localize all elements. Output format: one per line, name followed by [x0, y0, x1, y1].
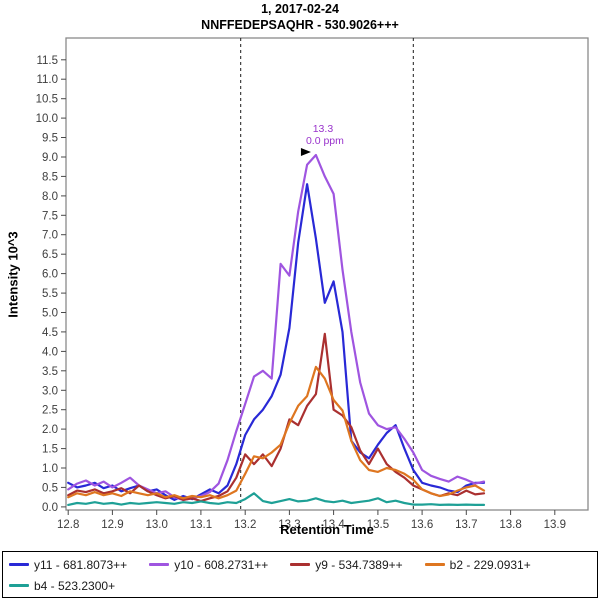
legend-label-b2: b2 - 229.0931+: [449, 557, 531, 572]
y-tick-label: 0.0: [42, 502, 58, 514]
y-axis-label: Intensity 10^3: [5, 231, 21, 318]
legend-line-sample-y11-icon: [9, 563, 29, 566]
y-tick-label: 6.5: [42, 249, 58, 261]
legend-label-y10: y10 - 608.2731++: [174, 557, 269, 572]
peak-rt-annotation: 13.3: [313, 123, 334, 135]
y-tick-label: 4.0: [42, 346, 58, 358]
y-tick-label: 5.5: [42, 288, 58, 300]
x-tick-label: 12.8: [57, 519, 79, 531]
legend-item-b2: b2 - 229.0931+: [424, 557, 531, 572]
y-tick-label: 9.5: [42, 133, 58, 145]
chromatogram-plot-area[interactable]: 12.8 12.9 13.0 13.1 13.2 13.3 13.4 13.5 13.6 13.7…: [0, 0, 600, 548]
y-tick-label: 10.0: [36, 113, 58, 125]
x-tick-label: 13.0: [146, 519, 168, 531]
y-tick-label: 4.5: [42, 327, 58, 339]
y-tick-label: 6.0: [42, 269, 58, 281]
y-tick-label: 3.0: [42, 385, 58, 397]
peak-pointer-icon: [300, 148, 311, 157]
legend-item-b4: b4 - 523.2300+: [9, 579, 115, 593]
plot-border: [65, 37, 589, 511]
legend-line-sample-y10-icon: [149, 563, 170, 566]
legend-item-y11: y11 - 681.8073++: [9, 558, 127, 572]
y-tick-label: 11.5: [36, 55, 58, 67]
x-axis-label: Retention Time: [280, 522, 374, 537]
y-tick-label: 7.0: [42, 230, 58, 242]
series-line: [67, 153, 486, 501]
y-tick-label: 5.0: [42, 308, 58, 320]
x-tick-label: 13.8: [499, 519, 521, 531]
y-tick-label: 7.5: [42, 210, 58, 222]
x-tick-label: 13.6: [411, 519, 433, 531]
y-tick-label: 8.5: [42, 171, 58, 183]
y-tick-label: 1.0: [42, 463, 58, 475]
y-tick-label: 2.5: [42, 405, 58, 417]
series-line: [67, 365, 486, 500]
x-tick-label: 13.5: [367, 519, 389, 531]
legend-row-1: y11 - 681.8073++ y10 - 608.2731++ y9 - 5…: [9, 554, 591, 575]
y-tick-label: 3.5: [42, 366, 58, 378]
series-line: [67, 492, 486, 506]
y-tick-label: 10.5: [36, 94, 58, 106]
legend-label-y11: y11 - 681.8073++: [34, 557, 128, 572]
y-tick-label: 8.0: [42, 191, 58, 203]
legend-line-sample-b2-icon: [424, 563, 445, 566]
x-tick-label: 13.3: [278, 519, 300, 531]
legend: y11 - 681.8073++ y10 - 608.2731++ y9 - 5…: [2, 551, 598, 598]
chart-title-line2: NNFFEDEPSAQHR - 530.9026+++: [201, 17, 399, 32]
legend-row-2: b4 - 523.2300+: [9, 575, 591, 596]
x-tick-label: 13.7: [455, 519, 477, 531]
legend-line-sample-y9-icon: [290, 563, 311, 566]
y-tick-label: 0.5: [42, 482, 58, 494]
legend-item-y10: y10 - 608.2731++: [149, 558, 268, 572]
legend-item-y9: y9 - 534.7389++: [290, 557, 403, 572]
x-tick-label: 13.1: [190, 519, 212, 531]
x-tick-label: 13.2: [234, 519, 256, 531]
legend-label-b4: b4 - 523.2300+: [34, 578, 116, 593]
chart-title: 1, 2017-02-24 NNFFEDEPSAQHR - 530.9026++…: [0, 2, 600, 33]
x-tick-label: 13.9: [544, 519, 566, 531]
x-tick-label: 12.9: [101, 519, 123, 531]
y-tick-label: 2.0: [42, 424, 58, 436]
legend-label-y9: y9 - 534.7389++: [315, 557, 403, 572]
x-tick-label: 13.4: [322, 519, 345, 531]
y-tick-label: 11.0: [36, 74, 58, 86]
y-tick-label: 1.5: [42, 444, 58, 456]
peak-ppm-annotation: 0.0 ppm: [306, 135, 344, 147]
series-line: [67, 332, 486, 503]
chart-title-line1: 1, 2017-02-24: [261, 2, 339, 16]
y-tick-label: 9.0: [42, 152, 58, 164]
legend-line-sample-b4-icon: [9, 584, 29, 587]
